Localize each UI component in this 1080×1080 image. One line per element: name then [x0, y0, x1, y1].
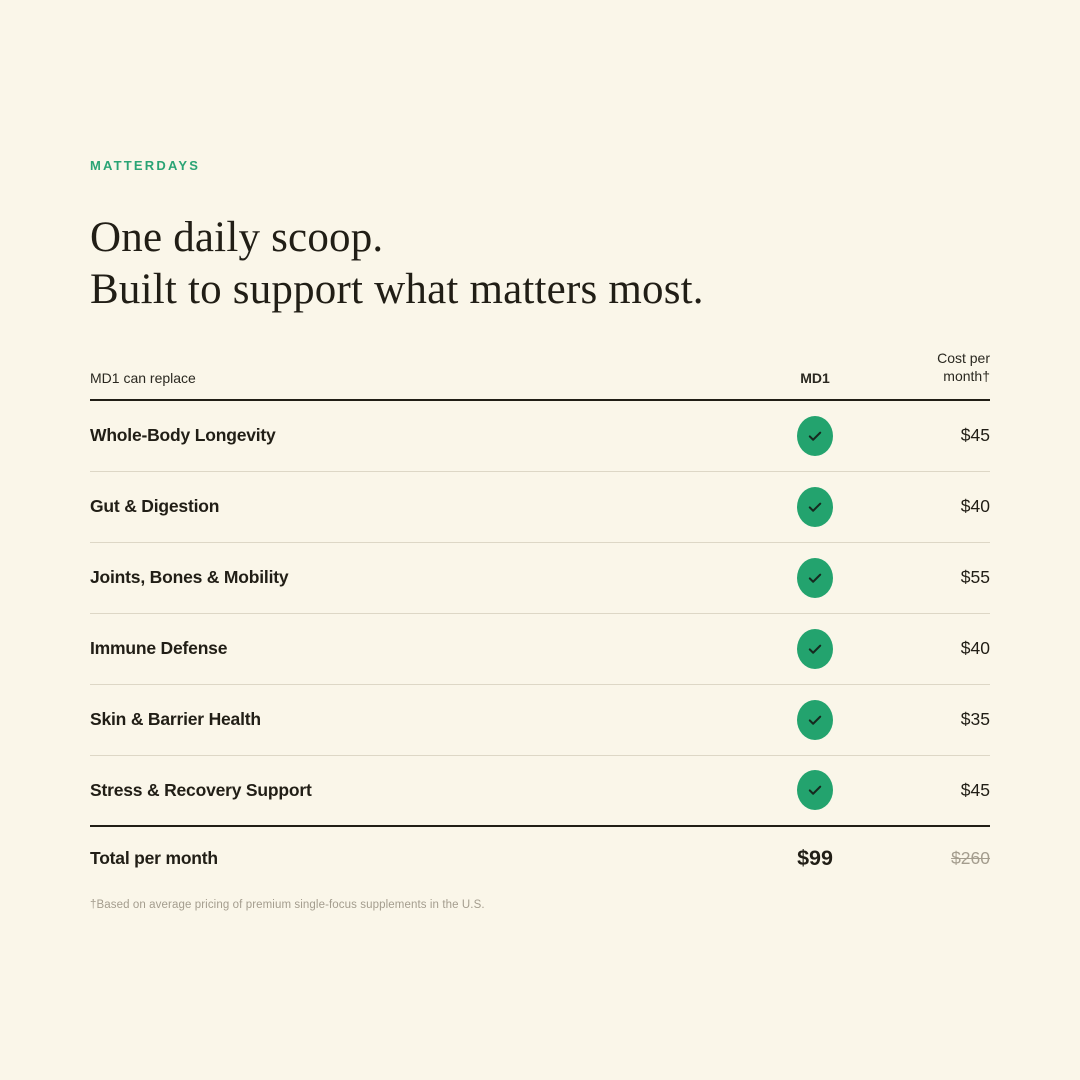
row-label: Joints, Bones & Mobility — [90, 567, 289, 588]
table-row: Joints, Bones & Mobility $55 — [90, 543, 990, 614]
headline-line-2: Built to support what matters most. — [90, 266, 704, 314]
table-header: MD1 can replace MD1 Cost per month† — [90, 350, 990, 401]
headline: One daily scoop. Built to support what m… — [90, 212, 990, 317]
column-header-md1: MD1 — [800, 369, 830, 386]
row-label: Gut & Digestion — [90, 496, 220, 517]
row-cost: $45 — [960, 779, 990, 800]
check-icon — [797, 770, 833, 811]
row-cost: $40 — [960, 638, 990, 659]
row-md1-cell — [760, 415, 870, 456]
table-row: Immune Defense $40 — [90, 614, 990, 685]
row-label: Stress & Recovery Support — [90, 779, 312, 800]
table-body: Whole-Body Longevity $45 Gut & Digestion… — [90, 401, 990, 827]
check-icon — [797, 486, 833, 527]
column-header-cost-line-2: month† — [943, 367, 990, 384]
brand-wordmark: MATTERDAYS — [90, 158, 201, 173]
table-row: Stress & Recovery Support $45 — [90, 756, 990, 827]
row-md1-cell — [760, 486, 870, 527]
table-row: Whole-Body Longevity $45 — [90, 401, 990, 472]
check-icon — [797, 628, 833, 669]
row-cost: $45 — [960, 425, 990, 446]
column-header-replace: MD1 can replace — [90, 369, 196, 386]
total-row: Total per month $99 $260 — [90, 827, 990, 891]
table-row: Gut & Digestion $40 — [90, 472, 990, 543]
content: MATTERDAYS One daily scoop. Built to sup… — [90, 0, 990, 911]
footnote: †Based on average pricing of premium sin… — [90, 898, 485, 911]
row-md1-cell — [760, 699, 870, 740]
row-label: Whole-Body Longevity — [90, 425, 276, 446]
row-label: Skin & Barrier Health — [90, 709, 261, 730]
column-header-cost-line-1: Cost per — [937, 349, 990, 366]
table-row: Skin & Barrier Health $35 — [90, 685, 990, 756]
headline-line-1: One daily scoop. — [90, 214, 384, 261]
check-icon — [797, 557, 833, 598]
row-label: Immune Defense — [90, 638, 228, 659]
column-header-cost: Cost per month† — [870, 350, 990, 386]
total-competitor-price: $260 — [951, 848, 990, 869]
row-cost: $55 — [960, 567, 990, 588]
row-md1-cell — [760, 557, 870, 598]
row-cost: $35 — [960, 709, 990, 730]
check-icon — [797, 699, 833, 740]
row-cost: $40 — [960, 496, 990, 517]
total-label: Total per month — [90, 848, 218, 869]
row-md1-cell — [760, 628, 870, 669]
check-icon — [797, 415, 833, 456]
row-md1-cell — [760, 770, 870, 811]
total-md1-price: $99 — [797, 846, 833, 871]
